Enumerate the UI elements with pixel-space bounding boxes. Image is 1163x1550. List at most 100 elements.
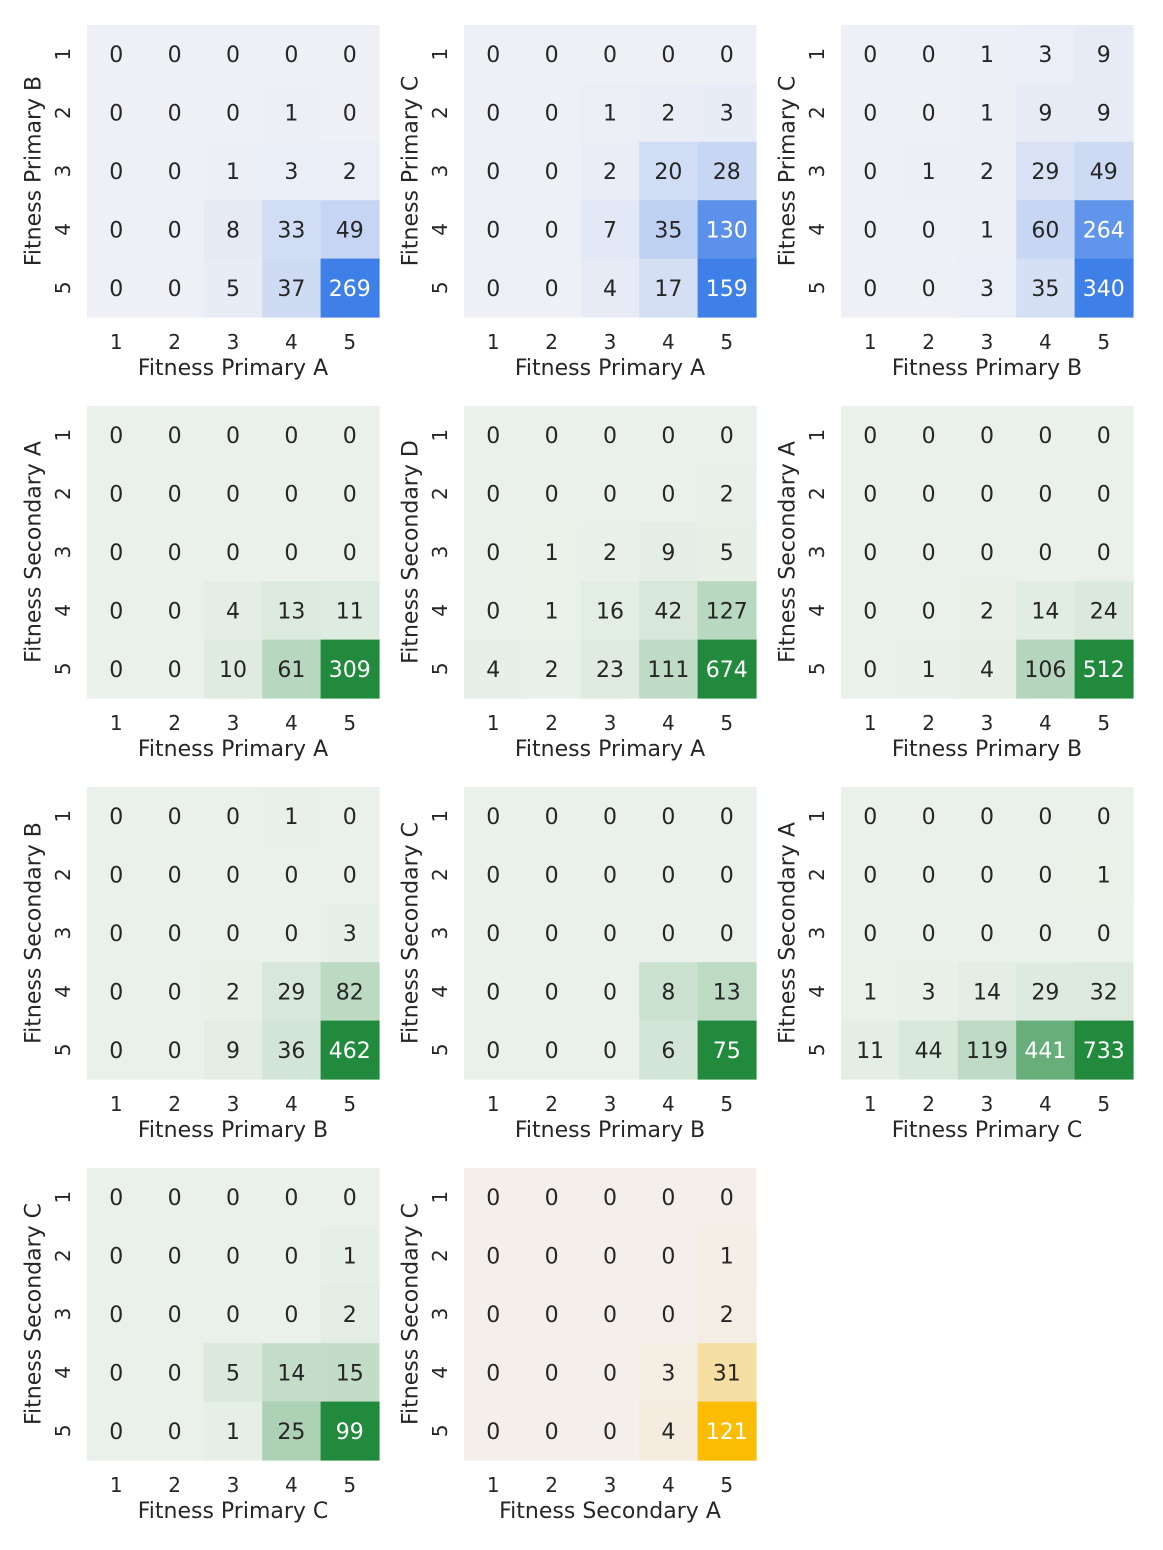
heatmap-cell (464, 903, 523, 963)
x-tick-label: 5 (343, 711, 356, 735)
cell-value-label: 0 (863, 218, 877, 243)
heatmap-cell (639, 787, 699, 846)
heatmap-cell (203, 1343, 263, 1403)
cell-value-label: 0 (545, 980, 559, 1005)
x-tick-label: 4 (662, 711, 675, 735)
heatmap-cell (580, 406, 640, 465)
heatmap-cell (841, 581, 900, 641)
cell-value-label: 269 (329, 277, 371, 302)
cell-value-label: 733 (1083, 1039, 1125, 1064)
cell-value-label: 0 (545, 424, 559, 449)
x-tick-label: 3 (981, 330, 994, 354)
cell-value-label: 0 (109, 805, 123, 830)
cell-value-label: 0 (603, 424, 617, 449)
heatmap-cell (262, 1168, 322, 1227)
cell-value-label: 11 (856, 1039, 884, 1064)
cell-value-label: 2 (226, 980, 240, 1005)
heatmap-cell (262, 200, 322, 260)
cell-value-label: 0 (603, 1303, 617, 1328)
cell-value-label: 0 (168, 922, 182, 947)
heatmap-cell (957, 406, 1017, 465)
x-tick-label: 1 (110, 1092, 123, 1116)
cell-value-label: 0 (863, 102, 877, 127)
heatmap-cell (957, 845, 1017, 905)
cell-value-label: 0 (603, 1186, 617, 1211)
heatmap-cell (580, 1168, 640, 1227)
cell-value-label: 24 (1090, 599, 1118, 624)
heatmap-cell (899, 258, 959, 318)
heatmap-cell (320, 1226, 380, 1286)
cell-value-label: 0 (1097, 922, 1111, 947)
cell-value-label: 0 (720, 43, 734, 68)
x-tick-label: 2 (168, 1092, 181, 1116)
x-tick-label: 4 (1039, 1092, 1052, 1116)
cell-value-label: 0 (168, 541, 182, 566)
cell-value-label: 0 (226, 1245, 240, 1270)
cell-value-label: 4 (603, 277, 617, 302)
cell-value-label: 0 (284, 1245, 298, 1270)
x-tick-label: 4 (285, 711, 298, 735)
y-axis-label: Fitness Secondary D (399, 440, 424, 664)
heatmap-cell (464, 406, 523, 465)
cell-value-label: 0 (486, 483, 500, 508)
cell-value-label: 0 (661, 805, 675, 830)
y-tick-label: 3 (805, 546, 829, 559)
y-tick-label: 4 (805, 223, 829, 236)
y-tick-label: 3 (805, 165, 829, 178)
cell-value-label: 0 (486, 1420, 500, 1445)
heatmap-cell (957, 522, 1017, 582)
heatmap-cell (262, 962, 322, 1022)
cell-value-label: 0 (603, 43, 617, 68)
cell-value-label: 0 (545, 1420, 559, 1445)
cell-value-label: 0 (486, 160, 500, 185)
x-tick-label: 4 (285, 1092, 298, 1116)
heatmap-cell (580, 522, 640, 582)
y-tick-label: 5 (428, 1043, 452, 1056)
y-tick-label: 1 (428, 48, 452, 61)
heatmap-cell (87, 1168, 146, 1227)
cell-value-label: 16 (596, 599, 624, 624)
cell-value-label: 0 (168, 424, 182, 449)
cell-value-label: 0 (109, 218, 123, 243)
cell-value-label: 0 (603, 864, 617, 889)
heatmap-cell (697, 1284, 757, 1344)
heatmap-cell (899, 962, 959, 1022)
cell-value-label: 0 (486, 1186, 500, 1211)
cell-value-label: 2 (603, 541, 617, 566)
cell-value-label: 14 (1031, 599, 1059, 624)
cell-value-label: 0 (603, 1245, 617, 1270)
heatmap-cell (464, 845, 523, 905)
cell-value-label: 0 (168, 1420, 182, 1445)
cell-value-label: 0 (720, 864, 734, 889)
cell-value-label: 13 (277, 599, 305, 624)
cell-value-label: 0 (343, 805, 357, 830)
y-tick-label: 2 (51, 1249, 75, 1262)
heatmap-cell (580, 200, 640, 260)
heatmap-cell (899, 1020, 959, 1080)
heatmap-cell (464, 787, 523, 846)
cell-value-label: 0 (603, 1420, 617, 1445)
cell-value-label: 0 (168, 277, 182, 302)
heatmap-cell (580, 639, 640, 699)
heatmap-cell (1074, 845, 1134, 905)
cell-value-label: 0 (284, 43, 298, 68)
cell-value-label: 0 (226, 922, 240, 947)
x-tick-label: 4 (662, 330, 675, 354)
heatmap-cell (145, 406, 205, 465)
cell-value-label: 32 (1090, 980, 1118, 1005)
y-axis-label: Fitness Secondary A (22, 441, 47, 663)
heatmap-cell (639, 25, 699, 84)
heatmap-cell (697, 1020, 757, 1080)
cell-value-label: 0 (1038, 541, 1052, 566)
cell-value-label: 0 (343, 483, 357, 508)
heatmap-cell (899, 845, 959, 905)
heatmap-cell (1074, 522, 1134, 582)
cell-value-label: 36 (277, 1039, 305, 1064)
heatmap-cell (203, 1020, 263, 1080)
x-tick-label: 1 (864, 711, 877, 735)
cell-value-label: 0 (545, 1361, 559, 1386)
cell-value-label: 15 (336, 1361, 364, 1386)
